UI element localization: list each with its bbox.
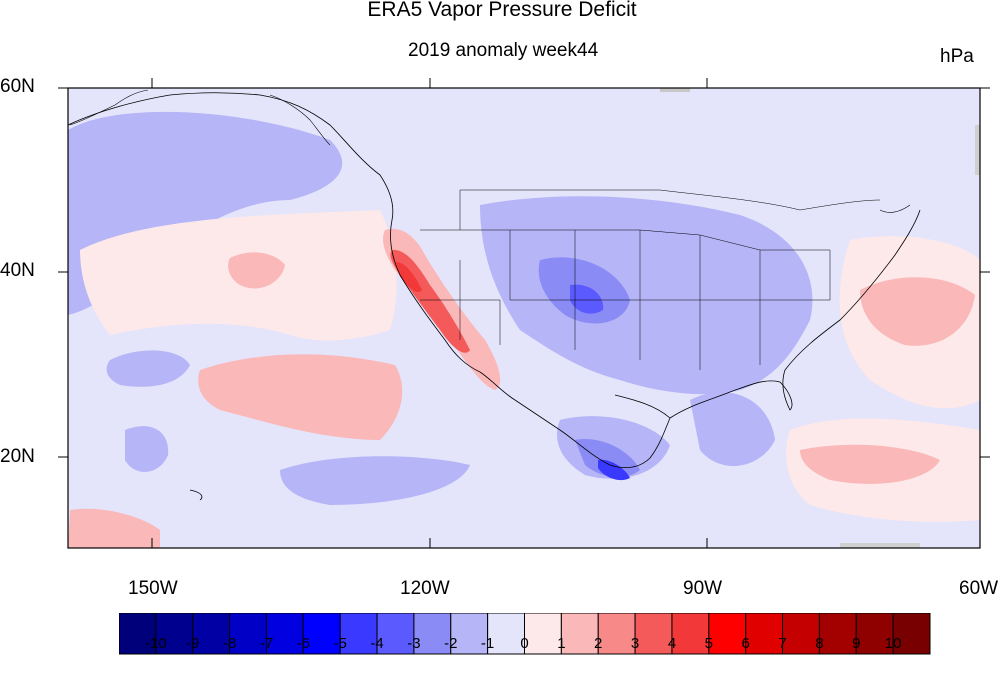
colorbar-label: -8 (222, 635, 237, 652)
colorbar-swatch (302, 613, 341, 655)
colorbar-label: -3 (407, 635, 421, 652)
map-svg (58, 78, 990, 549)
colorbar-swatch (671, 613, 710, 655)
negative-anomaly-region (106, 350, 190, 387)
negative-anomaly-region (480, 196, 813, 395)
colorbar-label: -9 (186, 635, 200, 652)
colorbar-label: 5 (704, 635, 713, 652)
colorbar (119, 613, 931, 655)
colorbar-label: 10 (884, 635, 902, 652)
colorbar-swatch (597, 613, 636, 655)
positive-anomaly-region (800, 444, 940, 484)
colorbar-swatch (192, 613, 231, 655)
colorbar-swatch (119, 613, 157, 655)
colorbar-label: -10 (145, 635, 167, 652)
colorbar-label: 6 (741, 635, 750, 652)
negative-anomaly-region (280, 456, 470, 505)
colorbar-swatch (339, 613, 378, 655)
lon-label-150w: 150W (128, 578, 178, 599)
colorbar-label: -7 (259, 635, 274, 652)
colorbar-label: 9 (852, 635, 861, 652)
state-borders (420, 189, 881, 370)
coastlines (68, 92, 921, 501)
colorbar-label: 2 (594, 635, 603, 652)
positive-anomaly-region (860, 277, 975, 346)
colorbar-label: -4 (370, 635, 384, 652)
units-label: hPa (940, 46, 974, 67)
colorbar-label: -5 (333, 635, 347, 652)
lat-label-20n: 20N (0, 446, 35, 467)
colorbar-label: 1 (557, 635, 566, 652)
colorbar-label: 3 (630, 635, 640, 652)
colorbar-swatch (450, 613, 489, 655)
colorbar-label: -6 (296, 635, 310, 652)
lon-label-90w: 90W (683, 578, 723, 599)
colorbar-label: 7 (778, 635, 787, 652)
negative-anomaly-region (570, 284, 604, 314)
colorbar-label: 0 (520, 635, 529, 652)
coastline-details (69, 89, 911, 213)
anomaly-field (68, 88, 980, 548)
colorbar-swatch (265, 613, 304, 655)
map-subtitle: 2019 anomaly week44 (408, 40, 599, 61)
colorbar-swatch (524, 613, 562, 655)
colorbar-label: 4 (667, 635, 677, 652)
missing-data-patch (975, 125, 980, 175)
positive-anomaly-region (228, 252, 285, 289)
colorbar-swatch (376, 613, 415, 655)
positive-anomaly-region (198, 354, 403, 440)
negative-anomaly-region (598, 459, 630, 481)
lon-label-120w: 120W (400, 578, 450, 599)
positive-anomaly-region (396, 262, 422, 293)
lat-label-40n: 40N (0, 260, 35, 281)
colorbar-swatch (745, 613, 784, 655)
lon-label-60w: 60W (959, 578, 999, 599)
colorbar-label: 8 (815, 635, 824, 652)
colorbar-label: -2 (444, 635, 458, 652)
colorbar-label: -1 (480, 635, 495, 652)
colorbar-swatch (782, 613, 820, 655)
map-frame (67, 87, 981, 549)
negative-anomaly-region (690, 392, 775, 467)
positive-anomaly-region (68, 508, 160, 548)
colorbar-swatch (892, 613, 931, 655)
axis-ticks (58, 78, 990, 548)
map-title: ERA5 Vapor Pressure Deficit (367, 0, 637, 21)
negative-anomaly-region (125, 426, 169, 472)
missing-data-patch (840, 543, 920, 548)
colorbar-swatch (229, 613, 267, 655)
colorbar-swatch (560, 613, 599, 655)
missing-data-patch (660, 88, 690, 92)
colorbar-swatch (155, 613, 194, 655)
lat-label-60n: 60N (0, 76, 35, 97)
